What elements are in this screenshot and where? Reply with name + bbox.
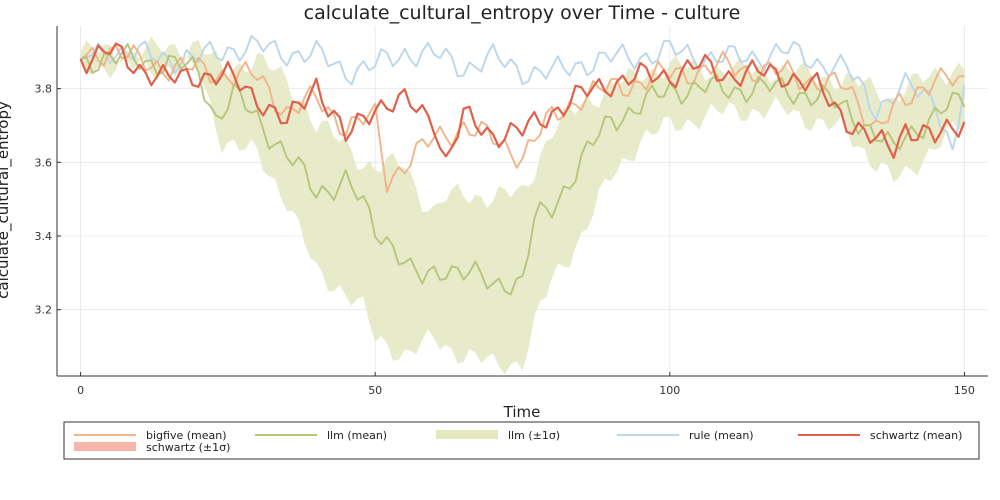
y-tick-label: 3.6 — [35, 156, 53, 169]
x-axis-label: Time — [503, 403, 541, 421]
series-line-rule-mean — [80, 34, 966, 151]
legend-item: schwartz (±1σ) — [74, 441, 230, 454]
legend-label: llm (mean) — [327, 429, 387, 442]
x-tick-label: 150 — [954, 384, 975, 397]
legend-label: rule (mean) — [689, 429, 754, 442]
x-tick-label: 0 — [77, 384, 84, 397]
series-line-llm-mean — [80, 43, 966, 296]
legend-label: llm (±1σ) — [508, 429, 560, 442]
band-llm-1 — [80, 36, 965, 375]
tick-layer: 0 50 100 150 3.2 3.4 3.6 3.8 — [35, 83, 975, 397]
band-layer — [80, 36, 965, 375]
legend-item: llm (mean) — [255, 429, 387, 442]
x-tick-label: 50 — [368, 384, 382, 397]
legend-item: llm (±1σ) — [436, 429, 560, 442]
legend: bigfive (mean) llm (mean) llm (±1σ) rule (m… — [63, 421, 980, 460]
legend-item: rule (mean) — [617, 429, 754, 442]
series-line-schwartz-mean — [79, 42, 966, 159]
legend-label: schwartz (mean) — [870, 429, 962, 442]
y-axis-label: calculate_cultural_entropy — [0, 101, 13, 299]
y-tick-label: 3.4 — [35, 230, 53, 243]
legend-swatch — [436, 430, 498, 439]
legend-item: bigfive (mean) — [74, 429, 227, 442]
y-tick-label: 3.2 — [35, 304, 53, 317]
x-tick-label: 100 — [659, 384, 680, 397]
legend-box — [63, 421, 980, 460]
legend-label: schwartz (±1σ) — [146, 441, 230, 454]
legend-label: bigfive (mean) — [146, 429, 227, 442]
legend-item: schwartz (mean) — [798, 429, 962, 442]
chart-title: calculate_cultural_entropy over Time - c… — [304, 2, 741, 24]
series-line-bigfive-mean — [80, 44, 965, 194]
y-tick-label: 3.8 — [35, 83, 53, 96]
legend-swatch — [74, 442, 136, 451]
line-layer — [79, 34, 966, 296]
